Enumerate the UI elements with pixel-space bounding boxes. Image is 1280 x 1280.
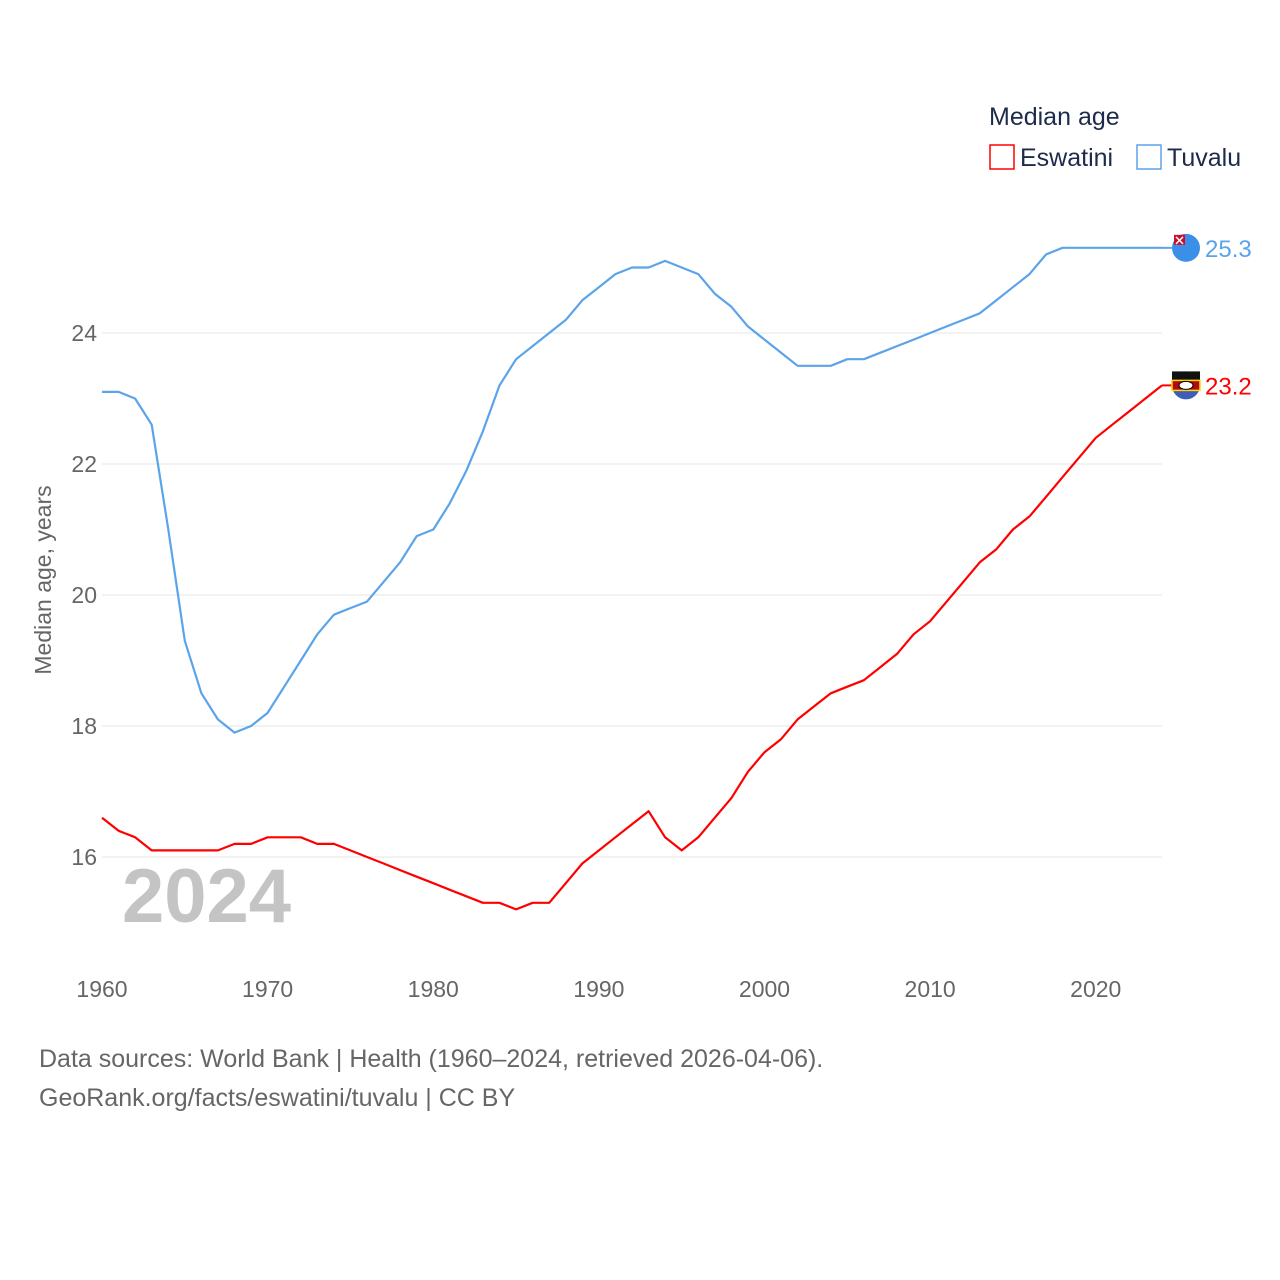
x-tick-label: 1990 bbox=[573, 976, 624, 1002]
y-tick-label: 16 bbox=[71, 844, 97, 870]
y-tick-label: 24 bbox=[71, 320, 97, 346]
x-tick-label: 1970 bbox=[242, 976, 293, 1002]
legend-swatch bbox=[1136, 144, 1162, 170]
x-tick-label: 1980 bbox=[408, 976, 459, 1002]
end-value-label: 23.2 bbox=[1205, 373, 1252, 400]
legend-item-tuvalu[interactable]: Tuvalu bbox=[1136, 144, 1241, 172]
flag-icon-eswatini bbox=[1171, 371, 1201, 400]
legend-swatch bbox=[989, 144, 1015, 170]
y-tick-label: 22 bbox=[71, 451, 97, 477]
y-axis-title: Median age, years bbox=[30, 485, 56, 674]
legend-title: Median age bbox=[989, 103, 1120, 131]
end-value-label: 25.3 bbox=[1205, 236, 1252, 263]
series-line-eswatini bbox=[101, 384, 1163, 911]
series-line-tuvalu bbox=[102, 246, 1162, 734]
legend-item-eswatini[interactable]: Eswatini bbox=[989, 144, 1113, 172]
flag-icon-tuvalu bbox=[1172, 233, 1200, 262]
legend-label: Tuvalu bbox=[1167, 144, 1241, 172]
footer-sources: Data sources: World Bank | Health (1960–… bbox=[39, 1045, 824, 1073]
x-tick-label: 1960 bbox=[76, 976, 127, 1002]
year-watermark: 2024 bbox=[122, 854, 291, 939]
y-tick-label: 18 bbox=[71, 713, 97, 739]
x-tick-label: 2000 bbox=[739, 976, 790, 1002]
y-tick-label: 20 bbox=[71, 582, 97, 608]
x-tick-label: 2020 bbox=[1070, 976, 1121, 1002]
footer-link[interactable]: GeoRank.org/facts/eswatini/tuvalu | CC B… bbox=[39, 1084, 516, 1112]
x-tick-label: 2010 bbox=[905, 976, 956, 1002]
legend-label: Eswatini bbox=[1020, 144, 1113, 172]
